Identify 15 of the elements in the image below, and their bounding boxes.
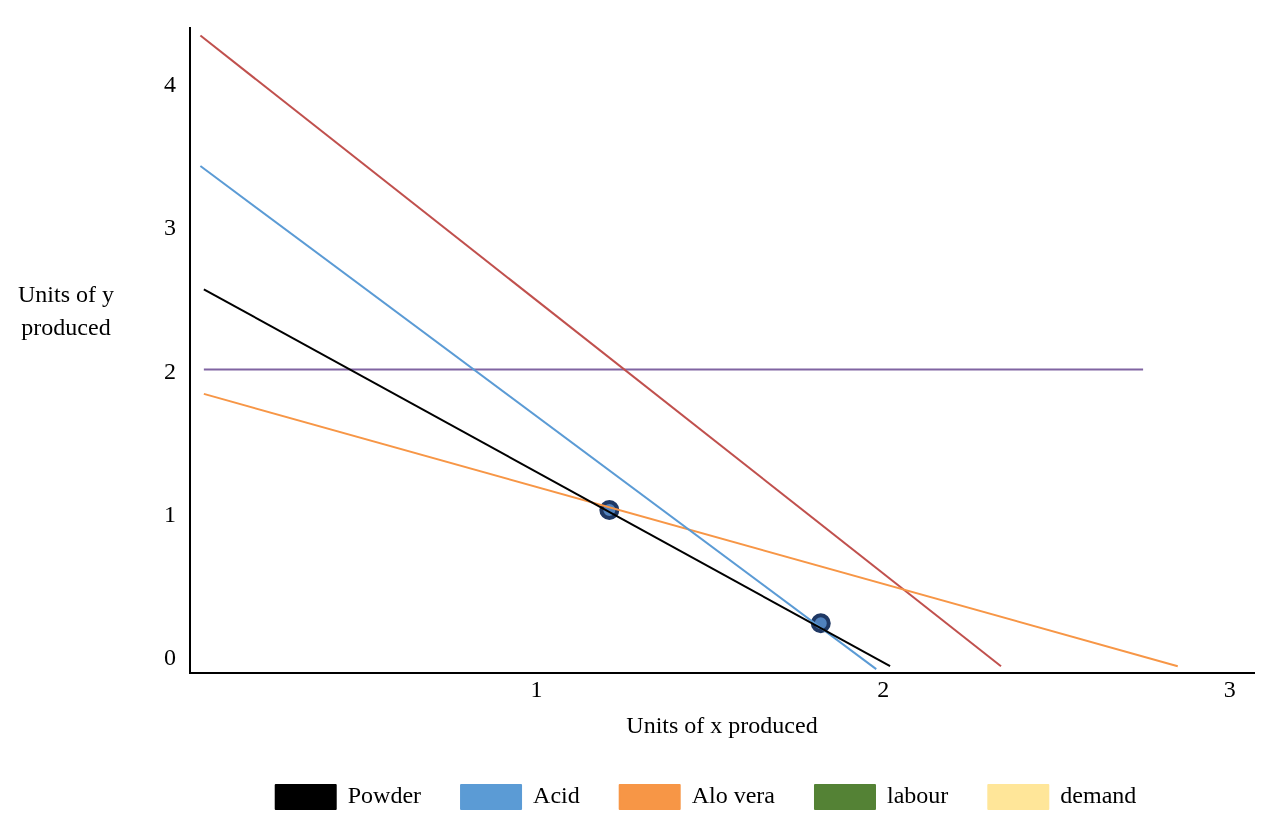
y-tick-label: 2 <box>164 357 176 384</box>
y-tick-label: 0 <box>164 644 176 671</box>
legend-label: demand <box>1060 782 1137 809</box>
x-tick-label: 1 <box>530 676 543 703</box>
x-axis-title: Units of x produced <box>626 711 818 738</box>
legend-label: Powder <box>347 782 422 809</box>
y-tick-label: 3 <box>164 214 176 241</box>
legend-label: Alo vera <box>691 782 776 809</box>
y-axis-title: Units of y produced <box>17 280 115 342</box>
legend-label: labour <box>886 782 949 809</box>
x-tick-label: 3 <box>1223 676 1236 703</box>
legend-label: Acid <box>533 782 580 809</box>
y-tick-label: 1 <box>164 501 176 528</box>
y-tick-label: 4 <box>164 71 176 98</box>
x-tick-label: 2 <box>877 676 890 703</box>
